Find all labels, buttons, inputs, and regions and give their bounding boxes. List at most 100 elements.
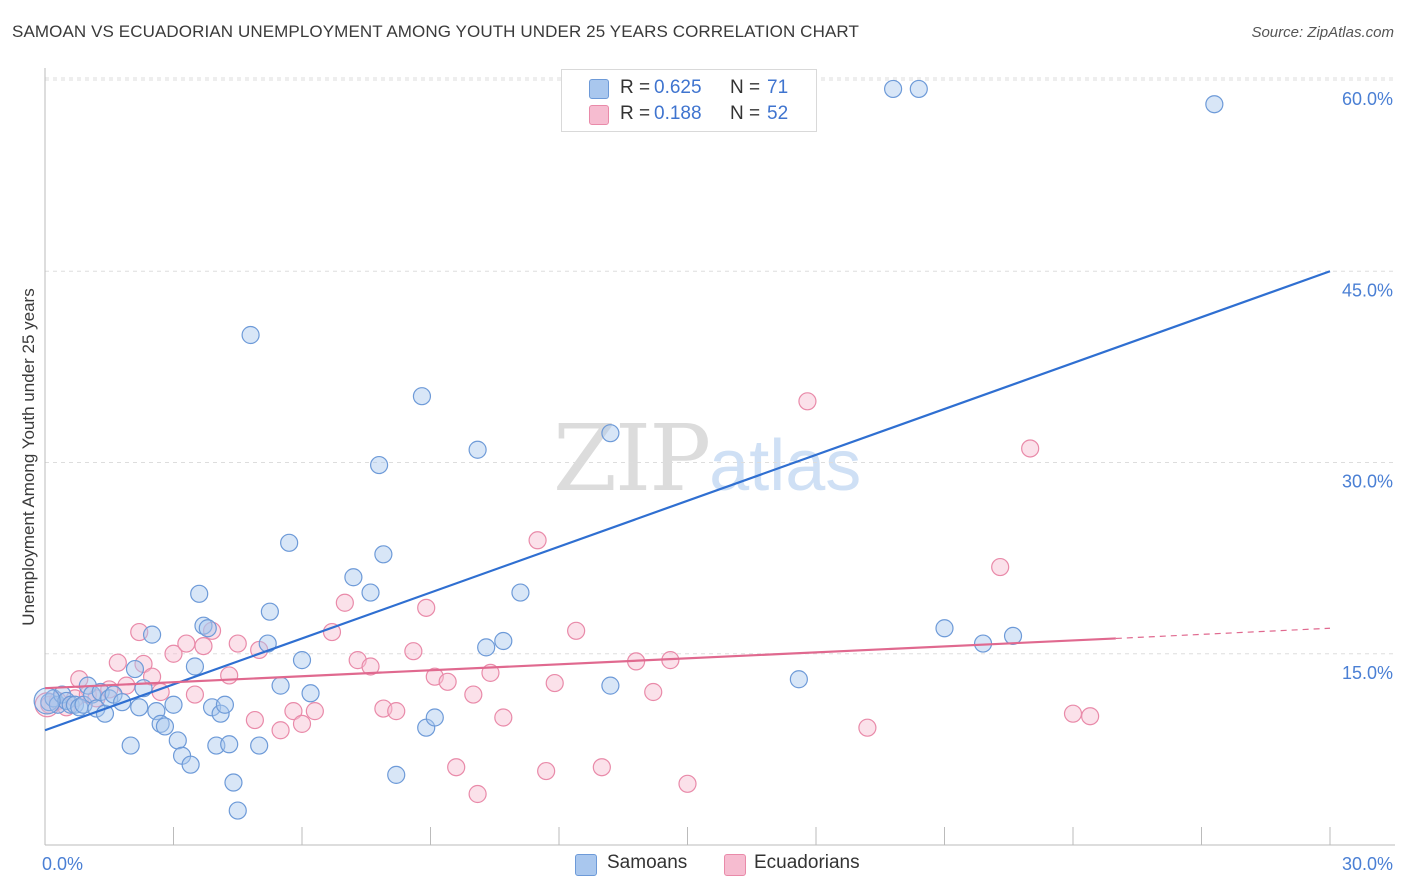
samoans-point — [224, 773, 243, 792]
ecuadorians-point — [567, 621, 586, 640]
axes — [44, 68, 1395, 846]
samoans-point — [601, 676, 620, 695]
ecuadorians-point — [292, 714, 312, 733]
samoans-point — [935, 619, 954, 638]
legend-r-value: 0.188 — [654, 103, 702, 124]
legend-n-value: 52 — [767, 103, 789, 124]
legend-r-label: R = — [620, 103, 651, 124]
samoans-point — [292, 651, 312, 670]
samoans-point — [228, 801, 247, 820]
samoans-point — [412, 387, 432, 406]
ecuadorians-point — [798, 392, 817, 411]
ecuadorians-point — [678, 774, 697, 793]
samoans-point — [909, 79, 928, 99]
y-axis-label: Unemployment Among Youth under 25 years — [19, 288, 38, 625]
samoans-point — [494, 631, 513, 651]
tick-labels: 15.0% 30.0% 45.0% 60.0% 0.0% 30.0% Unemploymen… — [19, 89, 1393, 874]
samoans-point — [260, 602, 279, 621]
x-tick-label: 0.0% — [42, 854, 83, 874]
samoans-point — [1003, 626, 1023, 646]
legend-swatch-ecuadorians — [589, 105, 609, 125]
samoans-point — [425, 708, 444, 727]
samoans-point — [1205, 95, 1224, 114]
ecuadorians-point — [108, 653, 127, 672]
ecuadorians-point — [271, 721, 290, 740]
ecuadorians-point — [447, 758, 466, 777]
samoans-point — [477, 638, 496, 657]
samoans-point — [258, 634, 277, 653]
samoans-point — [130, 698, 149, 717]
ecuadorians-point — [644, 682, 663, 702]
ecuadorians-point — [417, 598, 436, 617]
samoans-point-cluster — [33, 687, 61, 715]
samoans-point — [207, 736, 226, 755]
ecuadorians-point — [228, 634, 247, 653]
ecuadorians-point — [858, 718, 877, 737]
samoans-point — [155, 717, 175, 736]
samoans-point — [168, 731, 187, 750]
ecuadorians-point — [177, 634, 196, 653]
samoans-point — [370, 455, 389, 475]
ecuadorians-point — [1063, 704, 1083, 723]
samoans-point — [125, 659, 145, 679]
ecuadorians-point — [335, 593, 354, 612]
ecuadorians-point — [528, 531, 547, 550]
y-tick-label: 60.0% — [1342, 89, 1393, 109]
samoans-point — [387, 765, 406, 784]
samoans-point — [280, 533, 299, 552]
ecuadorians-point — [220, 666, 239, 685]
samoans-point — [344, 568, 363, 587]
samoans-point — [181, 755, 200, 774]
legend-r-label: R = — [620, 77, 651, 98]
ecuadorians-point — [991, 557, 1010, 577]
ecuadorians-point — [185, 685, 205, 704]
trend-lines — [44, 270, 1331, 732]
gridlines — [45, 77, 1395, 655]
ecuadorians-point — [537, 761, 556, 781]
ecuadorians-trend-extension — [1115, 627, 1331, 640]
legend-n-label: N = — [730, 77, 761, 98]
watermark: ZIPatlas — [553, 405, 861, 512]
samoans-point — [215, 695, 234, 714]
bottom-legend-label-samoans: Samoans — [607, 852, 688, 873]
legend-row-ecuadorians: R = 0.188 N = 52 — [562, 102, 816, 126]
samoans-point — [164, 695, 183, 714]
samoans-point — [241, 325, 260, 345]
bottom-legend-swatch-ecuadorians — [724, 854, 746, 876]
samoans-trend-line — [44, 270, 1331, 732]
y-tick-label: 15.0% — [1342, 663, 1393, 683]
ecuadorians-point — [464, 685, 483, 704]
ecuadorians-point — [164, 644, 183, 663]
samoans-point — [883, 79, 903, 99]
ecuadorians-point — [322, 622, 342, 642]
bottom-legend-label-ecuadorians: Ecuadorians — [754, 852, 860, 873]
samoans-point — [190, 584, 209, 603]
ecuadorians-point — [387, 702, 406, 721]
ecuadorians-point — [284, 702, 303, 721]
ecuadorians-point — [438, 672, 457, 691]
y-tick-label: 45.0% — [1342, 280, 1393, 300]
samoans-point — [211, 704, 230, 723]
ecuadorians-point — [1021, 439, 1040, 458]
ecuadorians-point — [592, 758, 611, 777]
samoans-point — [142, 625, 162, 644]
ecuadorians-point — [134, 654, 153, 674]
samoans-points — [33, 79, 1224, 820]
legend-n-value: 71 — [767, 77, 789, 98]
ecuadorians-points — [34, 392, 1100, 804]
watermark-zip: ZIP — [553, 405, 711, 512]
ecuadorians-point — [545, 673, 564, 693]
samoans-point — [271, 676, 290, 695]
ecuadorians-point — [194, 636, 213, 656]
ecuadorians-point — [245, 710, 264, 730]
samoans-point — [374, 545, 393, 564]
x-tick-label: 30.0% — [1342, 854, 1393, 874]
samoans-point — [361, 583, 380, 602]
ecuadorians-trend-line — [44, 637, 1116, 690]
samoans-point — [789, 670, 808, 689]
ecuadorians-point — [404, 642, 423, 661]
samoans-point — [121, 736, 140, 755]
samoans-point — [468, 440, 487, 459]
samoans-point — [511, 583, 530, 602]
